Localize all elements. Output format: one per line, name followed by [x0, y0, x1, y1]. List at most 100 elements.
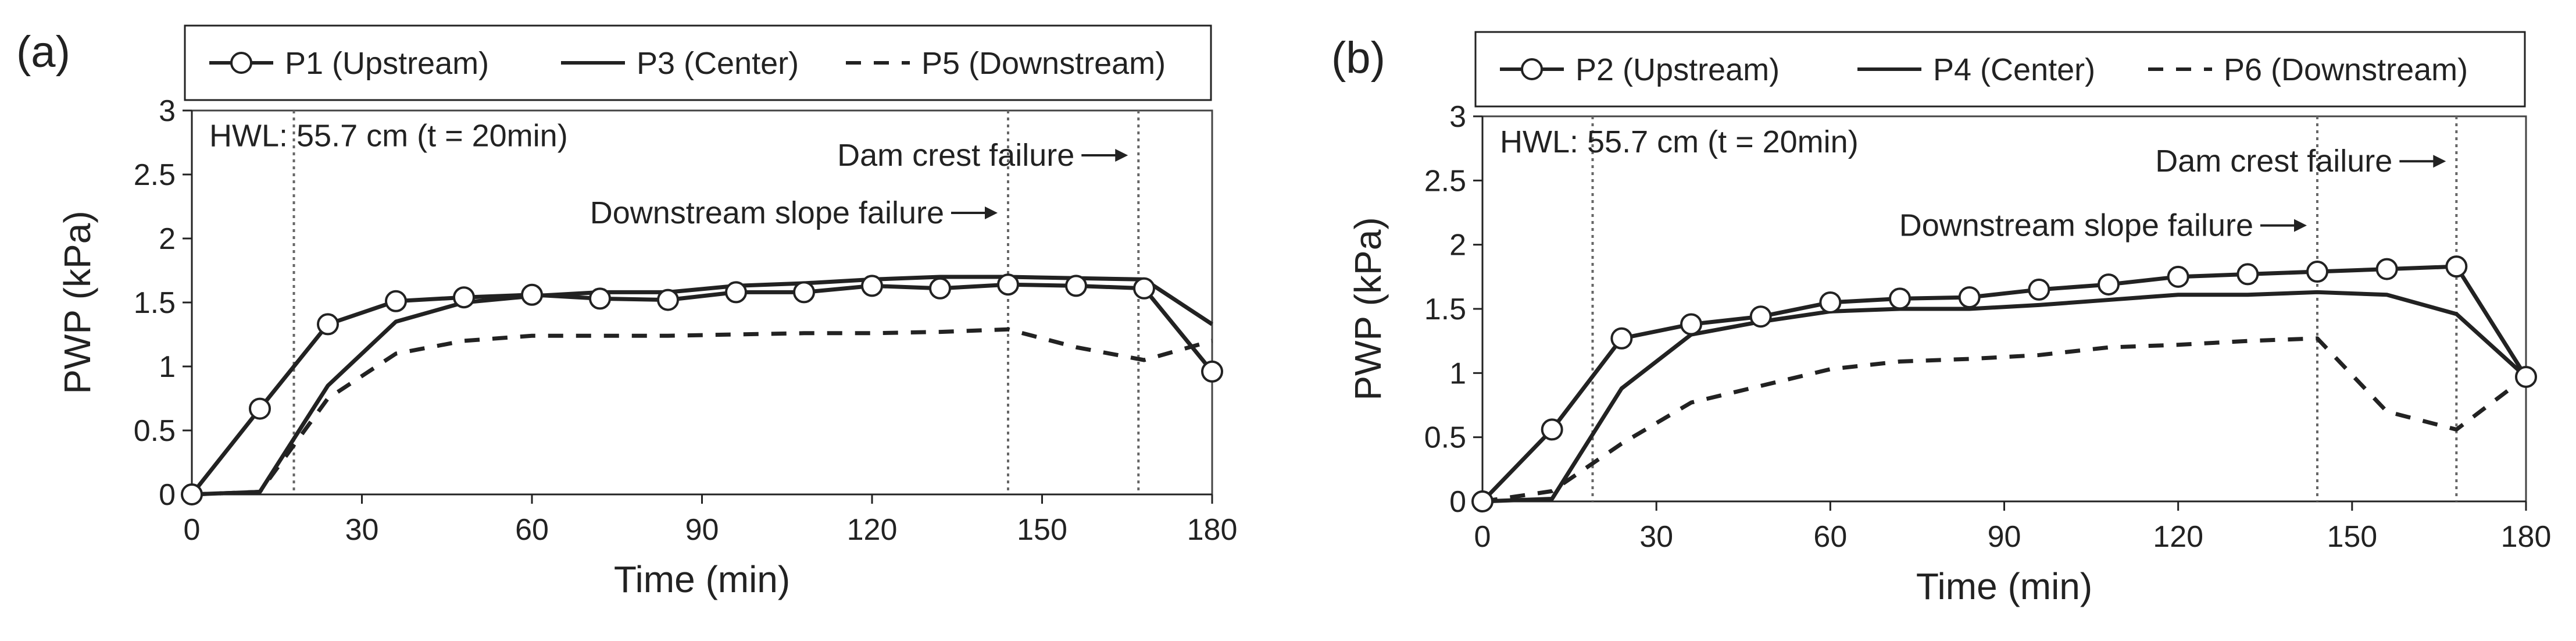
y-tick-label: 1.5: [134, 286, 176, 320]
data-point: [2098, 273, 2120, 296]
annotation-label: Dam crest failure: [2155, 144, 2392, 179]
panel-label: (a): [16, 27, 70, 77]
x-tick-label: 120: [847, 513, 898, 547]
x-tick-label: 60: [1813, 520, 1847, 554]
y-tick-label: 2: [159, 222, 176, 256]
legend-swatch-marker: [1521, 58, 1543, 80]
series-line-3: [1482, 336, 2528, 504]
y-tick-label: 1: [159, 350, 176, 384]
data-point: [2445, 255, 2468, 278]
data-point: [793, 281, 815, 304]
data-point: [1541, 418, 1563, 441]
series-line-1: [1481, 264, 2528, 503]
legend-label: P4 (Center): [1933, 52, 2095, 87]
data-point: [2306, 261, 2328, 283]
data-point: [1958, 286, 1981, 309]
data-point: [181, 483, 203, 505]
y-tick-label: 2.5: [1424, 164, 1466, 198]
x-tick-label: 180: [1187, 513, 1238, 547]
annotation-arrow-head: [2294, 219, 2307, 232]
y-tick-label: 3: [1449, 100, 1466, 134]
data-point: [249, 397, 271, 420]
data-point: [317, 313, 339, 336]
chart-panel-b: (b) 0 30 60 90 120 150 180 0 0.5 1 1.5 2 2.5 3 Time (mi…: [1331, 31, 2552, 607]
data-point: [861, 275, 883, 297]
x-axis-title: Time (min): [1916, 565, 2092, 607]
data-point: [2375, 258, 2398, 280]
data-point: [589, 287, 611, 310]
y-tick-label: 0: [159, 478, 176, 512]
x-tick-label: 30: [1639, 520, 1673, 554]
y-axis-title: PWP (kPa): [1347, 217, 1389, 400]
x-tick-label: 0: [184, 513, 201, 547]
hwl-label: HWL: 55.7 cm (t = 20min): [1500, 124, 1859, 159]
data-point: [1749, 305, 1772, 328]
data-point: [1201, 360, 1223, 383]
data-point: [1680, 313, 1702, 336]
x-tick-label: 150: [2327, 520, 2377, 554]
x-tick-label: 0: [1474, 520, 1491, 554]
data-point: [1819, 291, 1842, 314]
annotation-label: Downstream slope failure: [590, 195, 944, 230]
data-point: [1065, 275, 1087, 297]
hwl-label: HWL: 55.7 cm (t = 20min): [209, 119, 568, 154]
data-point: [385, 290, 407, 312]
y-tick-label: 0.5: [134, 414, 176, 448]
y-axis-title: PWP (kPa): [56, 211, 98, 394]
annotation-label: Dam crest failure: [837, 138, 1074, 173]
x-tick-label: 90: [685, 513, 719, 547]
legend-box: [1474, 31, 2526, 108]
legend-label: P6 (Downstream): [2224, 52, 2468, 87]
series-line-1: [190, 282, 1214, 496]
annotation-arrow-head: [1115, 149, 1128, 162]
x-axis-title: Time (min): [614, 558, 790, 600]
y-tick-label: 0: [1449, 485, 1466, 519]
data-point: [1133, 277, 1155, 300]
x-tick-label: 180: [2501, 520, 2552, 554]
legend-box: [184, 24, 1212, 101]
data-point: [1471, 490, 1494, 512]
data-point: [2515, 365, 2537, 388]
x-tick-label: 60: [515, 513, 549, 547]
data-point: [997, 273, 1019, 296]
legend-item: P2 (Upstream): [1500, 52, 1780, 87]
y-tick-label: 0.5: [1424, 421, 1466, 455]
data-point: [2028, 278, 2050, 301]
y-tick-label: 3: [159, 94, 176, 128]
panel-label: (b): [1331, 33, 1385, 83]
y-tick-label: 1.5: [1424, 293, 1466, 326]
data-point: [521, 283, 543, 306]
legend-item: P1 (Upstream): [209, 46, 489, 81]
series-line-2: [191, 275, 1213, 497]
legend-item: P3 (Center): [561, 46, 799, 81]
data-point: [929, 277, 951, 300]
data-point: [453, 286, 475, 309]
legend-swatch-marker: [230, 52, 252, 74]
data-point: [1610, 327, 1633, 350]
y-tick-label: 2.5: [134, 158, 176, 192]
series-line-3: [191, 327, 1213, 497]
legend-item: P5 (Downstream): [846, 46, 1166, 81]
x-tick-label: 30: [345, 513, 379, 547]
data-point: [725, 281, 747, 304]
chart-panel-a: (a) 0 30 60 90 120 150 180 0 0.5 1 1.5 2 2.5 3 Time (mi…: [16, 24, 1238, 600]
annotation-arrow-head: [985, 206, 998, 219]
annotation-label: Downstream slope failure: [1899, 208, 2253, 243]
legend-label: P3 (Center): [637, 46, 799, 81]
x-tick-label: 90: [1988, 520, 2021, 554]
series-line-2: [1482, 290, 2528, 504]
legend-label: P2 (Upstream): [1575, 52, 1780, 87]
x-tick-label: 120: [2153, 520, 2203, 554]
legend-label: P5 (Downstream): [921, 46, 1166, 81]
legend-item: P4 (Center): [1857, 52, 2095, 87]
legend-label: P1 (Upstream): [285, 46, 489, 81]
data-point: [1889, 287, 1911, 310]
data-point: [2236, 263, 2259, 286]
data-point: [657, 289, 679, 311]
x-tick-label: 150: [1017, 513, 1067, 547]
data-point: [2167, 265, 2189, 288]
legend-item: P6 (Downstream): [2148, 52, 2468, 87]
y-tick-label: 2: [1449, 229, 1466, 262]
y-tick-label: 1: [1449, 357, 1466, 390]
